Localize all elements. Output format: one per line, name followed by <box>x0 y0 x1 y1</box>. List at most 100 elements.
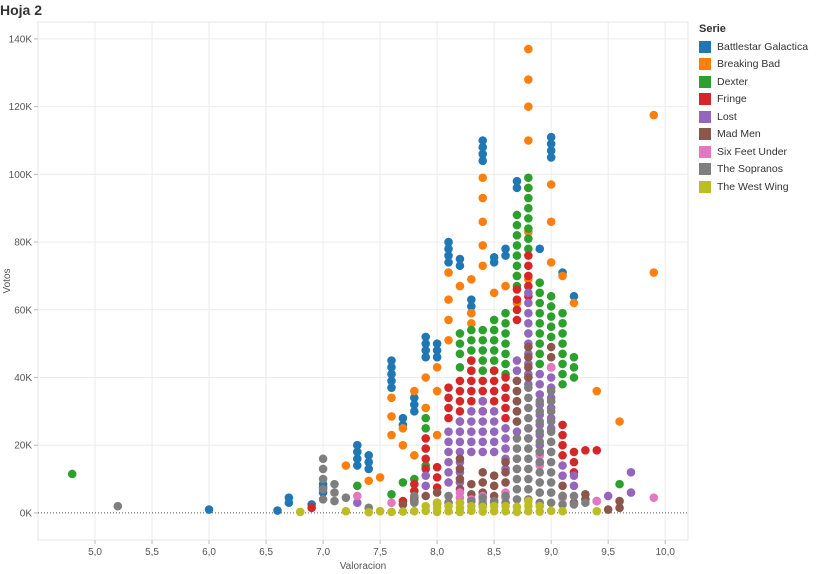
data-point <box>478 502 488 512</box>
data-point <box>558 491 567 501</box>
data-point <box>512 356 522 365</box>
data-point <box>501 339 510 348</box>
data-point <box>512 427 522 436</box>
data-point <box>512 454 522 464</box>
data-point <box>387 376 396 386</box>
data-point <box>524 234 533 243</box>
y-tick-label: 0K <box>20 508 33 519</box>
data-point <box>546 342 556 352</box>
data-point <box>535 308 545 318</box>
data-point <box>524 403 533 413</box>
data-point <box>512 495 522 504</box>
legend-swatch <box>699 180 711 193</box>
data-point <box>558 500 567 509</box>
data-point <box>626 488 636 497</box>
data-point <box>478 427 488 436</box>
data-point <box>512 474 522 484</box>
data-point <box>535 369 545 379</box>
data-point <box>546 478 556 487</box>
data-point <box>364 451 374 460</box>
data-point <box>524 288 533 298</box>
data-point <box>364 507 374 517</box>
data-point <box>364 476 374 486</box>
data-point <box>432 363 442 372</box>
data-point <box>478 346 488 355</box>
data-point <box>569 363 579 372</box>
data-point <box>489 427 499 436</box>
data-point <box>421 403 431 413</box>
legend-item[interactable]: Mad Men <box>699 126 817 144</box>
data-point <box>569 447 579 457</box>
legend-item[interactable]: Breaking Bad <box>699 56 817 74</box>
data-point <box>535 349 545 359</box>
data-point <box>478 356 488 365</box>
data-point <box>546 153 556 162</box>
data-point <box>615 496 624 506</box>
data-point <box>352 454 362 464</box>
data-point <box>444 447 453 457</box>
data-point <box>489 501 499 511</box>
legend-item[interactable]: Lost <box>699 108 817 126</box>
data-point <box>467 356 476 365</box>
legend-item[interactable]: Battlestar Galactica <box>699 38 817 56</box>
data-point <box>512 210 522 220</box>
data-point <box>524 183 533 193</box>
data-point <box>546 407 556 416</box>
data-point <box>467 396 476 406</box>
data-point <box>444 251 453 260</box>
data-point <box>501 244 510 254</box>
data-point <box>501 501 510 511</box>
data-point <box>67 469 77 479</box>
data-point <box>535 359 545 369</box>
data-point <box>398 478 408 487</box>
data-point <box>444 295 453 304</box>
data-point <box>524 203 533 213</box>
data-point <box>489 437 499 447</box>
y-tick-label: 20K <box>14 441 32 452</box>
data-point <box>546 417 556 426</box>
data-point <box>455 363 465 372</box>
data-point <box>546 498 556 508</box>
data-point <box>455 488 465 497</box>
data-point <box>501 329 510 338</box>
data-point <box>512 366 522 376</box>
data-point <box>603 491 613 501</box>
data-point <box>444 258 453 267</box>
data-point <box>273 506 282 515</box>
data-point <box>398 423 408 433</box>
data-point <box>467 427 476 436</box>
data-point <box>512 305 522 315</box>
data-point <box>387 363 396 372</box>
data-point <box>615 479 624 489</box>
data-point <box>410 491 419 501</box>
data-point <box>455 339 465 348</box>
data-point <box>592 496 602 506</box>
data-point <box>478 156 488 166</box>
data-point <box>512 285 522 294</box>
data-point <box>455 329 465 338</box>
data-point <box>432 473 442 482</box>
legend-items: Battlestar Galactica Breaking Bad Dexter Fr… <box>699 38 817 196</box>
legend-item[interactable]: The Sopranos <box>699 161 817 179</box>
legend-item[interactable]: Dexter <box>699 73 817 91</box>
legend-item[interactable]: The West Wing <box>699 178 817 196</box>
legend-item[interactable]: Six Feet Under <box>699 143 817 161</box>
data-point <box>569 457 579 467</box>
data-point <box>467 308 476 318</box>
data-point <box>512 183 522 193</box>
data-point <box>444 501 453 511</box>
data-point <box>535 437 545 447</box>
data-point <box>535 278 545 287</box>
data-point <box>467 295 476 304</box>
data-point <box>524 308 533 318</box>
y-tick-label: 80K <box>14 238 32 249</box>
x-tick-label: 9,5 <box>601 547 615 558</box>
data-point <box>546 506 556 516</box>
data-point <box>535 407 545 416</box>
data-point <box>410 386 419 396</box>
x-tick-label: 10,0 <box>655 547 675 558</box>
data-point <box>398 500 408 509</box>
legend-item[interactable]: Fringe <box>699 91 817 109</box>
data-point <box>330 479 339 489</box>
data-point <box>501 457 510 467</box>
